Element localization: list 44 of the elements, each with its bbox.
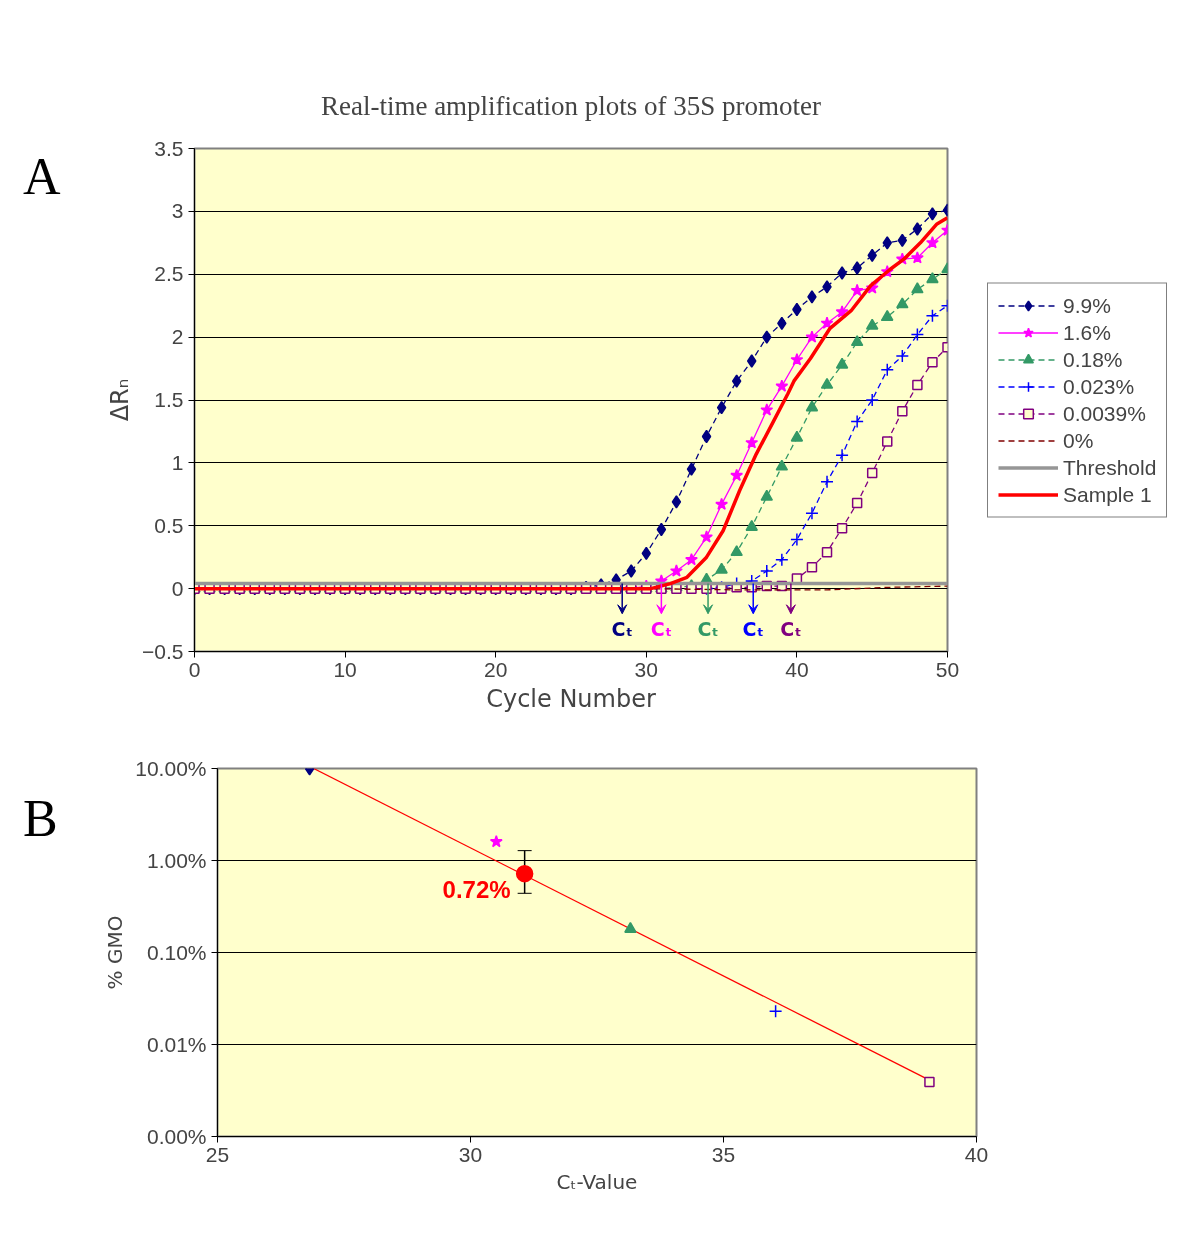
- y-tick-label: 3: [171, 199, 184, 223]
- y-tick-label: 0.01%: [146, 1033, 207, 1056]
- x-tick-label: 30: [458, 1142, 483, 1166]
- text: A: [23, 148, 61, 205]
- legend-label: Sample 1: [1063, 482, 1152, 506]
- x-tick-label: 25: [205, 1142, 230, 1166]
- y-tick-label: 2.5: [154, 262, 184, 286]
- annotation: Cₜ: [742, 617, 764, 640]
- y-tick-label: 0: [171, 576, 184, 600]
- annotation: 0.72%: [442, 875, 511, 903]
- y-tick-label: 2: [171, 325, 184, 349]
- legend-label: Threshold: [1063, 455, 1157, 479]
- x-tick-label: 40: [964, 1142, 989, 1166]
- x-tick-label: 30: [634, 657, 658, 681]
- y-tick-label: 0.5: [154, 513, 184, 537]
- x-tick-label: 20: [484, 657, 508, 681]
- y-tick-label: 3.5: [154, 136, 184, 160]
- y-tick-label: 1.00%: [146, 849, 207, 872]
- chart-title: Real-time amplification plots of 35S promoter: [320, 91, 822, 121]
- legend-label: 1.6%: [1063, 320, 1111, 344]
- annotation: Cₜ: [611, 617, 633, 640]
- annotation: Cₜ: [780, 617, 802, 640]
- annotation: Cₜ: [650, 617, 673, 640]
- y-tick-label: −0.5: [142, 639, 184, 663]
- text: B: [23, 790, 58, 847]
- legend-label: 0.18%: [1063, 347, 1123, 371]
- annotation: Cₜ: [697, 617, 719, 640]
- y-tick-label: 0.00%: [146, 1125, 207, 1148]
- y-tick-label: 0.10%: [146, 941, 207, 964]
- legend-label: 0.023%: [1063, 374, 1135, 398]
- x-tick-label: 10: [333, 657, 357, 681]
- y-axis-title: ΔRₙ: [106, 378, 135, 422]
- x-tick-label: 40: [785, 657, 809, 681]
- legend-label: 0%: [1063, 428, 1094, 452]
- x-axis-title: Cycle Number: [486, 684, 656, 713]
- x-tick-label: 35: [711, 1142, 736, 1166]
- legend-label: 0.0039%: [1063, 401, 1146, 425]
- x-tick-label: 50: [935, 657, 960, 681]
- y-tick-label: 10.00%: [135, 757, 207, 780]
- y-axis-title: % GMO: [103, 915, 128, 990]
- y-tick-label: 1: [171, 450, 184, 474]
- y-tick-label: 1.5: [154, 388, 184, 411]
- legend-label: 9.9%: [1063, 293, 1111, 317]
- x-axis-title: Cₜ-Value: [556, 1169, 638, 1194]
